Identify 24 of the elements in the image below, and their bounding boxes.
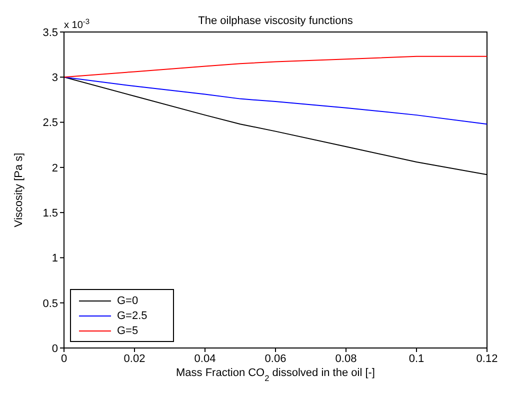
y-tick-label: 0.5: [42, 298, 58, 310]
y-tick-label: 2: [52, 162, 58, 174]
y-axis-title: Viscosity [Pa s]: [12, 152, 25, 228]
legend-label: G=0: [117, 294, 138, 306]
line-series: [64, 76, 487, 125]
y-tick-label: 1.5: [42, 207, 58, 220]
y-tick-label: 3.5: [42, 26, 58, 39]
y-tick-label: 2.5: [42, 117, 58, 130]
legend-label: G=2.5: [117, 310, 148, 322]
y-tick-label: 1: [52, 252, 58, 265]
y-tick-label: 3: [52, 72, 58, 84]
x-axis-title: Mass Fraction CO$_{2}$ dissolved in the oil [-]: [176, 367, 376, 382]
x-tick-label: 0.12: [476, 352, 498, 365]
x-tick-label: 0.04: [194, 352, 216, 365]
y-tick-label: 0: [52, 342, 58, 355]
line-series: [64, 56, 487, 78]
x-tick-label: 0: [60, 352, 68, 365]
x-tick-label: 0.02: [124, 352, 146, 365]
x-tick-label: 0.08: [335, 352, 357, 365]
x-tick-label: 0.1: [408, 352, 424, 365]
text: x 10$^{-3}$: [64, 16, 90, 31]
x-tick-label: 0.06: [264, 352, 286, 365]
legend-label: G=5: [117, 324, 138, 336]
chart-title: The oilphase viscosity functions: [198, 15, 354, 27]
